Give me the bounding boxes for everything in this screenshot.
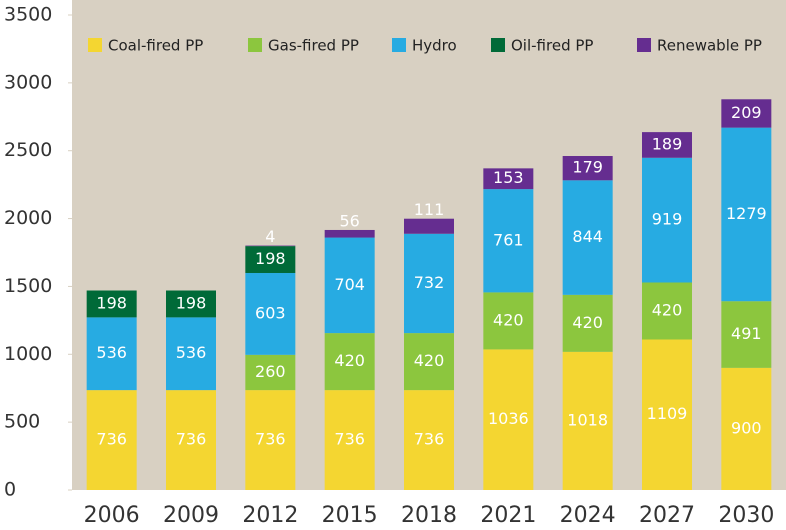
value-label: 919	[652, 210, 683, 229]
value-label: 491	[731, 324, 762, 343]
x-tick-label: 2015	[322, 503, 378, 528]
bar-segment	[404, 233, 454, 334]
value-label: 1036	[488, 409, 529, 428]
legend-label: Coal-fired PP	[108, 37, 203, 55]
bar-segment	[245, 246, 296, 273]
bar-segment	[642, 339, 692, 490]
value-label: 209	[731, 103, 762, 122]
value-label: 844	[572, 227, 603, 246]
bar-segment	[483, 349, 534, 490]
bar-segment	[324, 390, 375, 490]
bar-segment	[404, 333, 454, 391]
bar-segment	[642, 132, 692, 158]
x-tick-label: 2018	[401, 503, 457, 528]
bar-segment	[86, 390, 137, 490]
bar-segment	[721, 367, 772, 490]
x-tick-label: 2021	[480, 503, 536, 528]
bar-segment	[166, 290, 216, 318]
value-label: 732	[414, 273, 445, 292]
bar-segment	[324, 333, 375, 391]
bar-segment	[483, 168, 534, 190]
bar-segment	[324, 229, 375, 238]
bar-segment	[245, 390, 296, 490]
value-label: 1018	[567, 410, 608, 429]
bar-segment	[245, 272, 296, 355]
y-tick-label: 3500	[4, 4, 52, 26]
x-tick-label: 2006	[84, 503, 140, 528]
value-label: 736	[96, 430, 127, 449]
bar-segment	[721, 127, 772, 302]
value-label: 179	[572, 158, 603, 177]
y-tick-label: 2000	[4, 207, 52, 229]
bar-segment	[562, 180, 613, 295]
value-label: 111	[414, 200, 445, 219]
value-label: 736	[414, 430, 445, 449]
value-label: 56	[339, 211, 359, 230]
value-label: 198	[96, 293, 127, 312]
x-tick-label: 2027	[639, 503, 695, 528]
legend-swatch	[248, 38, 262, 52]
value-label: 1109	[647, 404, 688, 423]
y-tick-label: 500	[4, 411, 40, 433]
value-label: 736	[255, 430, 286, 449]
x-tick-label: 2024	[560, 503, 616, 528]
value-label: 761	[493, 230, 524, 249]
x-tick-label: 2030	[718, 503, 774, 528]
x-tick-label: 2012	[242, 503, 298, 528]
value-label: 736	[334, 430, 365, 449]
bar-segment	[404, 218, 454, 234]
bar-segment	[483, 189, 534, 293]
legend-label: Oil-fired PP	[511, 37, 593, 55]
x-tick-label: 2009	[163, 503, 219, 528]
y-tick-label: 2500	[4, 139, 52, 161]
legend-label: Gas-fired PP	[268, 37, 359, 55]
bar-segment	[562, 294, 613, 352]
value-label: 420	[414, 351, 445, 370]
value-label: 420	[334, 351, 365, 370]
legend-swatch	[637, 38, 651, 52]
value-label: 704	[334, 275, 365, 294]
value-label: 536	[176, 343, 207, 362]
value-label: 420	[652, 300, 683, 319]
legend-label: Renewable PP	[657, 37, 762, 55]
legend-swatch	[392, 38, 406, 52]
bar-segment	[642, 157, 692, 283]
y-tick-label: 1500	[4, 275, 52, 297]
bar-segment	[166, 317, 216, 391]
bar-segment	[562, 351, 613, 490]
value-label: 153	[493, 168, 524, 187]
value-label: 420	[572, 313, 603, 332]
legend-swatch	[88, 38, 102, 52]
bar-segment	[483, 292, 534, 350]
bar-segment	[166, 390, 216, 490]
bar-segment	[404, 390, 454, 490]
value-label: 536	[96, 343, 127, 362]
value-label: 260	[255, 362, 286, 381]
bar-segment	[562, 156, 613, 181]
bar-segment	[245, 245, 296, 247]
bar-segment	[324, 237, 375, 334]
value-label: 4	[265, 227, 275, 246]
bar-segment	[86, 290, 137, 318]
bar-segment	[721, 99, 772, 128]
value-label: 1279	[726, 204, 767, 223]
value-label: 189	[652, 134, 683, 153]
y-tick-label: 3000	[4, 71, 52, 93]
bar-segment	[86, 317, 137, 391]
value-label: 900	[731, 418, 762, 437]
value-label: 420	[493, 310, 524, 329]
y-tick-label: 1000	[4, 343, 52, 365]
value-label: 198	[255, 249, 286, 268]
legend-label: Hydro	[412, 37, 457, 55]
value-label: 198	[176, 293, 207, 312]
bar-segment	[245, 354, 296, 391]
y-tick-label: 0	[4, 479, 16, 501]
bar-segment	[642, 282, 692, 340]
bar-segment	[721, 301, 772, 368]
value-label: 603	[255, 303, 286, 322]
value-label: 736	[176, 430, 207, 449]
legend-swatch	[491, 38, 505, 52]
